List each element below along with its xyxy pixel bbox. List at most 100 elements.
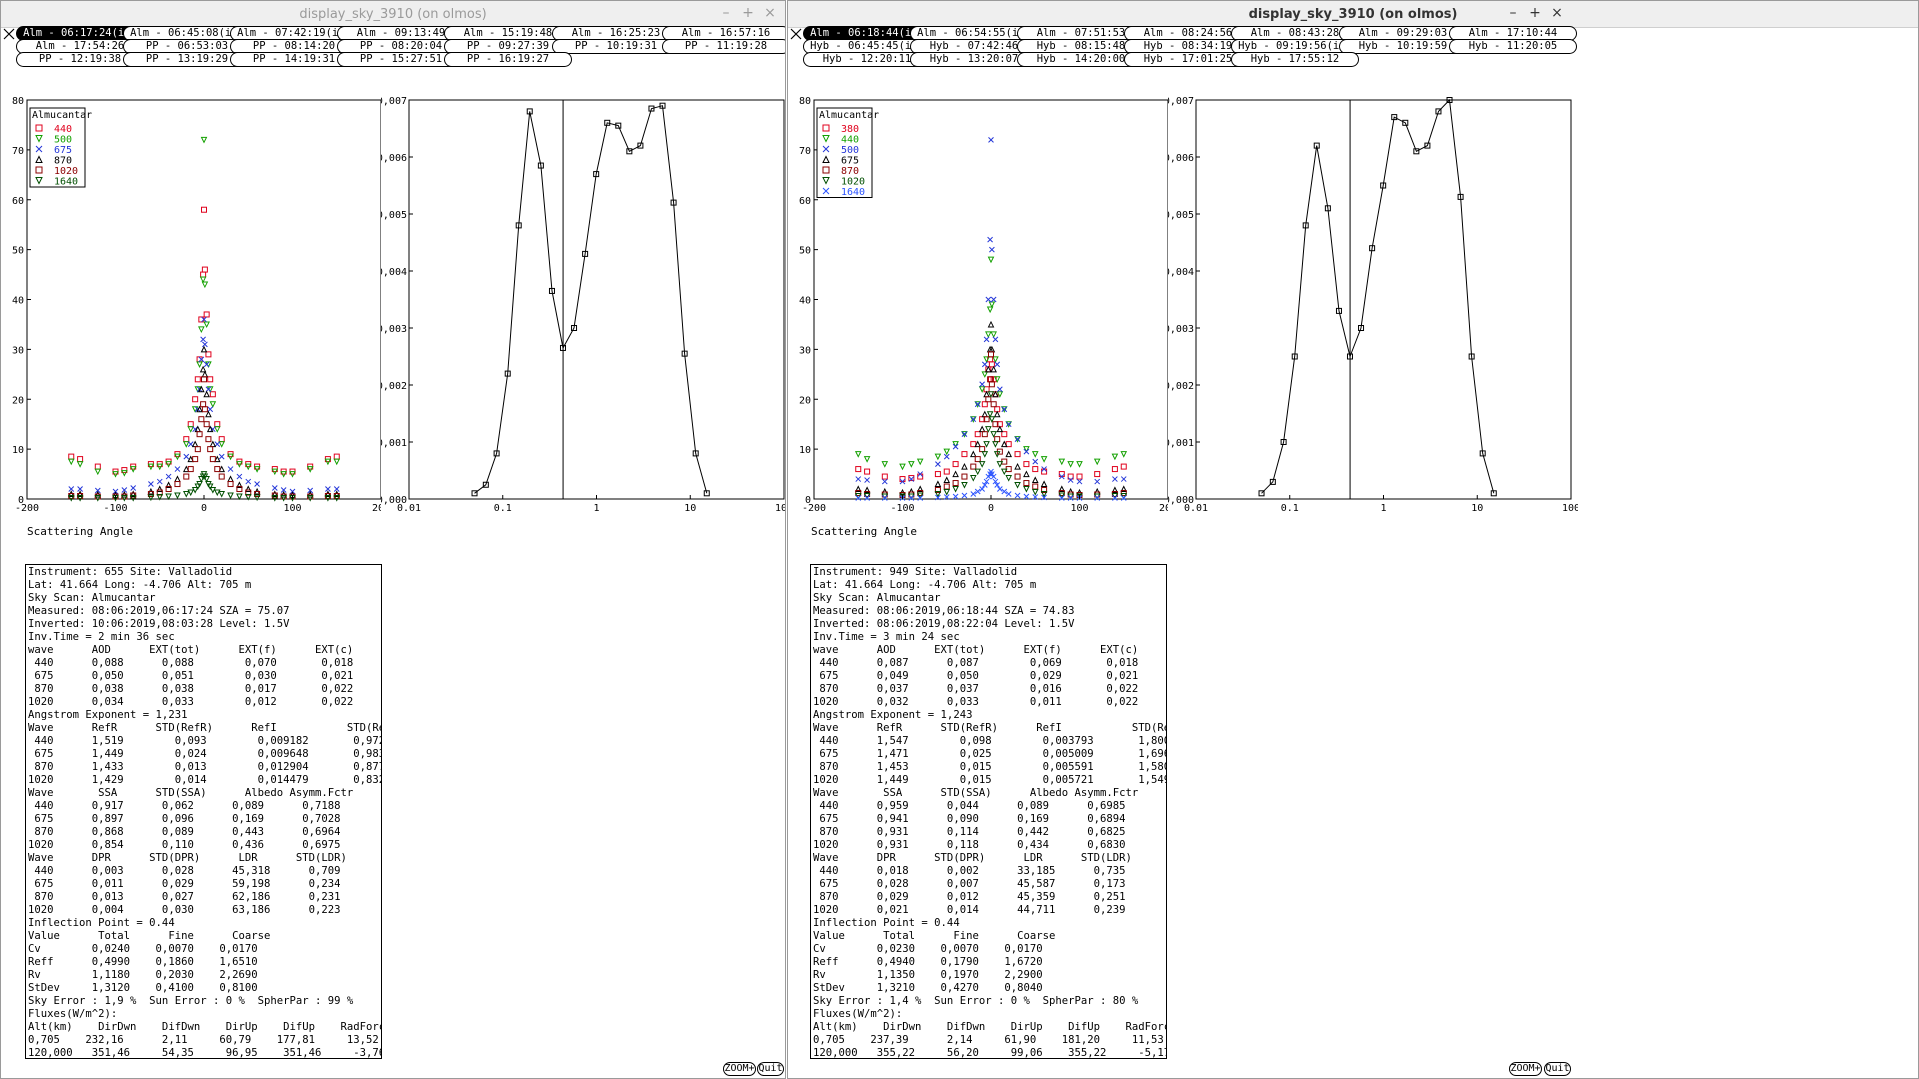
scan-button[interactable]: PP - 16:19:27 <box>444 52 572 67</box>
left-window: display_sky_3910 (on olmos) – + × Alm - … <box>0 0 786 1079</box>
data-point <box>992 478 999 485</box>
zoom-button[interactable]: ZOOM+ <box>723 1062 756 1076</box>
data-point <box>863 486 871 494</box>
close-button[interactable]: × <box>764 5 776 21</box>
scan-button[interactable]: PP - 10:19:31 <box>552 39 680 54</box>
info-line: Measured: 08:06:2019,06:17:24 SZA = 75.0… <box>28 605 290 617</box>
y-tick-label: 0,003 <box>381 324 407 335</box>
scan-button[interactable]: Alm - 06:45:08(in) <box>123 26 251 41</box>
data-point <box>979 381 986 388</box>
scan-button[interactable]: PP - 08:14:20 <box>230 39 358 54</box>
zoom-button[interactable]: ZOOM+ <box>1509 1062 1542 1076</box>
info-line: 870 0,029 0,012 45,359 0,251 <box>813 891 1126 903</box>
scan-button[interactable]: PP - 11:19:28 <box>662 39 785 54</box>
data-point <box>182 465 190 473</box>
corner-close-icon[interactable] <box>790 28 802 40</box>
data-point <box>969 450 977 458</box>
data-point <box>988 137 994 143</box>
data-point <box>209 391 216 398</box>
scan-button[interactable]: Hyb - 12:20:11 <box>803 52 931 67</box>
data-point <box>68 453 75 460</box>
info-line: Sky Scan: Almucantar <box>28 592 156 604</box>
data-point <box>970 416 977 423</box>
data-point <box>970 463 977 470</box>
legend-title: Almucantar <box>819 110 879 121</box>
scan-button[interactable]: PP - 15:27:51 <box>337 52 465 67</box>
data-point <box>203 421 210 428</box>
corner-close-icon[interactable] <box>3 28 15 40</box>
data-point <box>987 320 995 328</box>
info-line: Angstrom Exponent = 1,243 <box>813 709 973 721</box>
scan-button[interactable]: PP - 14:19:31 <box>230 52 358 67</box>
x-tick-label: 0.01 <box>1184 503 1208 514</box>
scan-button[interactable]: Alm - 09:29:03 <box>1339 26 1467 41</box>
close-button[interactable]: × <box>1551 5 1563 21</box>
data-point <box>1014 436 1021 443</box>
scan-button[interactable]: Alm - 16:25:23 <box>552 26 680 41</box>
data-point <box>681 350 688 357</box>
quit-button[interactable]: Quit <box>757 1062 784 1076</box>
info-line: Inflection Point = 0.44 <box>813 917 960 929</box>
data-point <box>207 376 214 383</box>
scan-button[interactable]: Hyb - 17:01:25 <box>1124 52 1252 67</box>
maximize-button[interactable]: + <box>742 5 754 21</box>
data-point <box>952 480 959 487</box>
title-bar[interactable]: display_sky_3910 (on olmos) – + × <box>1 1 785 28</box>
minimize-button[interactable]: – <box>1509 5 1517 21</box>
info-line: Cv 0,0240 0,0070 0,0170 <box>28 943 258 955</box>
data-point <box>280 471 287 478</box>
quit-button[interactable]: Quit <box>1544 1062 1571 1076</box>
scan-button[interactable]: Hyb - 17:55:12 <box>1231 52 1359 67</box>
scan-button[interactable]: PP - 12:19:38 <box>16 52 144 67</box>
data-point <box>952 461 959 468</box>
data-point <box>1058 471 1065 478</box>
data-point <box>94 495 102 502</box>
scan-button[interactable]: Alm - 17:10:44 <box>1449 26 1577 41</box>
data-point <box>881 473 888 480</box>
info-line: 440 0,917 0,062 0,089 0,7188 <box>28 800 341 812</box>
data-point <box>194 376 201 383</box>
y-tick-label: 30 <box>12 345 24 356</box>
data-point <box>1032 494 1039 500</box>
data-point <box>187 421 194 428</box>
title-bar[interactable]: display_sky_3910 (on olmos) – + × <box>788 1 1918 28</box>
data-point <box>961 473 968 480</box>
data-point <box>990 401 997 408</box>
x-tick-label: 100 <box>775 503 786 514</box>
data-point <box>986 411 994 418</box>
scan-button[interactable]: Hyb - 13:20:07 <box>910 52 1038 67</box>
scan-button[interactable]: PP - 08:20:04 <box>337 39 465 54</box>
scan-button[interactable]: Alm - 07:42:19(in) <box>230 26 358 41</box>
data-point <box>196 361 203 368</box>
minimize-button[interactable]: – <box>722 5 730 21</box>
data-point <box>198 326 205 334</box>
data-point <box>94 490 102 498</box>
data-point <box>935 461 941 467</box>
scan-button[interactable]: Hyb - 11:20:05 <box>1449 39 1577 54</box>
scan-button[interactable]: PP - 13:19:29 <box>123 52 251 67</box>
data-point <box>1479 450 1486 457</box>
scan-button[interactable]: Alm - 08:24:56 <box>1124 26 1252 41</box>
info-line: Fluxes(W/m^2): <box>813 1008 903 1020</box>
scan-button[interactable]: PP - 06:53:03 <box>123 39 251 54</box>
data-point <box>908 476 915 482</box>
data-point <box>194 446 201 453</box>
data-point <box>1058 492 1066 500</box>
maximize-button[interactable]: + <box>1529 5 1541 21</box>
data-point <box>227 475 234 483</box>
data-point <box>990 331 997 339</box>
legend-marker <box>35 177 43 185</box>
data-point <box>961 431 968 438</box>
data-point <box>209 426 216 433</box>
scan-button[interactable]: Alm - 06:18:44(in) <box>803 26 931 41</box>
data-point <box>916 485 924 493</box>
scan-button[interactable]: Hyb - 10:19:59 <box>1339 39 1467 54</box>
legend-marker <box>822 155 830 163</box>
y-tick-label: 0,002 <box>381 381 407 392</box>
scan-button[interactable]: Hyb - 08:15:48 <box>1017 39 1145 54</box>
data-point <box>227 481 234 488</box>
scan-button[interactable]: Hyb - 09:19:56(in) <box>1231 39 1359 54</box>
info-line: Wave SSA STD(SSA) Albedo Asymm.Fctr <box>813 787 1139 799</box>
data-point <box>943 483 950 490</box>
data-point <box>988 351 994 358</box>
